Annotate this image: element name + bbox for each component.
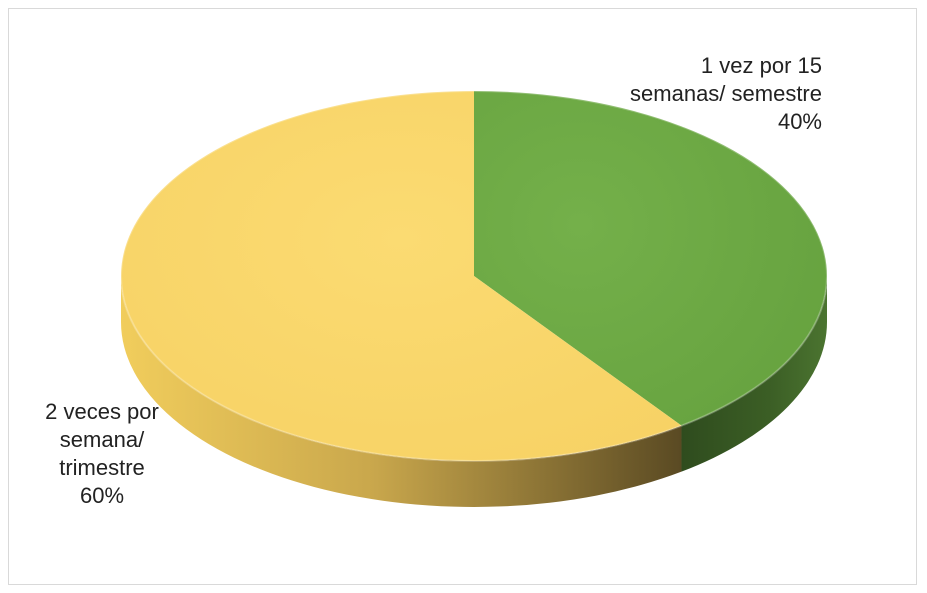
slice-label-line: semanas/ semestre (630, 81, 822, 106)
slice-percent-label: 60% (79, 483, 125, 508)
pie-slice-0 (474, 91, 828, 426)
slice-label-line: trimestre (59, 455, 145, 480)
slice-label-line: 1 vez por 15 (700, 53, 822, 78)
slice-label-line: semana/ (59, 427, 145, 452)
slice-label-line: 2 veces por (45, 399, 159, 424)
slice-label-1-vez: 1 vez por 15 semanas/ semestre 40% (630, 52, 822, 136)
slice-percent-label: 40% (777, 109, 822, 134)
pie-rim-highlight (120, 90, 828, 462)
pie-slice-1 (121, 91, 682, 461)
pie-slice-side-1 (121, 276, 682, 508)
pie-slice-side-0 (681, 276, 827, 472)
slice-label-2-veces: 2 veces por semana/ trimestre 60% (22, 398, 182, 510)
